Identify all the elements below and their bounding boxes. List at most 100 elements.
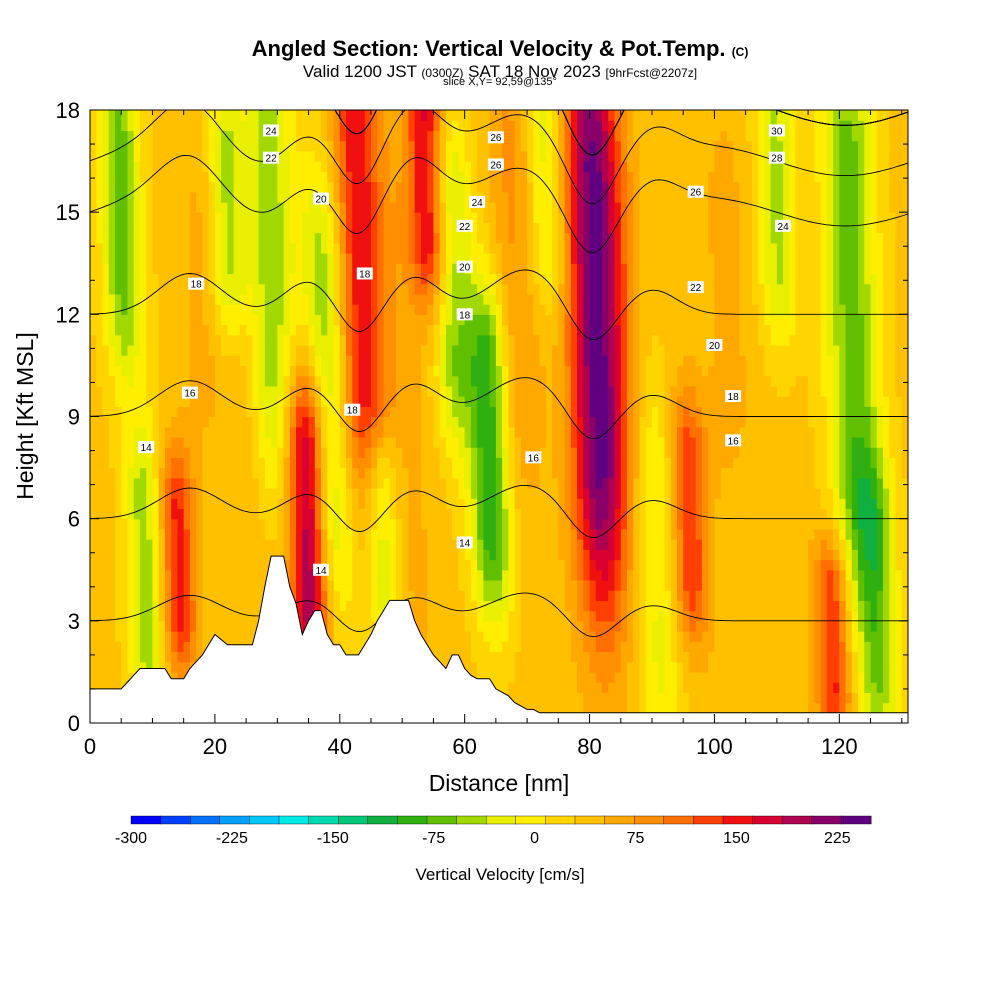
velocity-cell <box>564 600 572 612</box>
velocity-cell <box>171 293 179 305</box>
velocity-cell <box>152 120 160 132</box>
velocity-cell <box>489 661 497 673</box>
velocity-cell <box>439 416 447 428</box>
velocity-cell <box>552 385 559 397</box>
velocity-cell <box>427 528 435 540</box>
velocity-cell <box>196 488 203 499</box>
velocity-cell <box>477 293 484 305</box>
velocity-cell <box>346 273 353 285</box>
velocity-cell <box>583 181 591 193</box>
velocity-cell <box>408 161 416 172</box>
velocity-cell <box>114 212 122 223</box>
velocity-cell <box>177 651 185 663</box>
velocity-cell <box>383 140 391 152</box>
velocity-cell <box>271 365 278 377</box>
velocity-cell <box>283 406 291 418</box>
velocity-cell <box>502 661 509 673</box>
velocity-cell <box>470 110 478 121</box>
velocity-cell <box>427 283 435 295</box>
velocity-cell <box>121 365 129 377</box>
velocity-cell <box>277 457 285 469</box>
velocity-cell <box>502 110 509 121</box>
velocity-cell <box>346 528 353 540</box>
velocity-cell <box>171 569 179 581</box>
velocity-cell <box>595 283 603 295</box>
velocity-cell <box>164 498 172 510</box>
velocity-cell <box>445 150 453 162</box>
velocity-cell <box>564 324 572 336</box>
velocity-cell <box>346 610 353 622</box>
velocity-cell <box>289 130 297 142</box>
velocity-cell <box>383 334 391 346</box>
velocity-cell <box>264 396 272 407</box>
velocity-cell <box>364 283 372 295</box>
velocity-cell <box>108 682 116 693</box>
velocity-cell <box>296 344 303 356</box>
velocity-cell <box>395 130 403 142</box>
velocity-cell <box>302 355 310 367</box>
velocity-cell <box>327 600 335 612</box>
velocity-cell <box>364 140 372 152</box>
velocity-cell <box>258 549 266 561</box>
velocity-cell <box>327 416 335 428</box>
velocity-cell <box>470 344 478 356</box>
velocity-cell <box>558 600 566 612</box>
velocity-cell <box>570 365 578 377</box>
velocity-cell <box>158 559 166 571</box>
velocity-cell <box>602 416 609 428</box>
velocity-cell <box>308 150 316 162</box>
velocity-cell <box>495 457 503 469</box>
velocity-cell <box>221 426 228 438</box>
velocity-cell <box>539 406 547 418</box>
velocity-cell <box>352 396 360 407</box>
velocity-cell <box>489 355 497 367</box>
velocity-cell <box>477 651 484 663</box>
velocity-cell <box>595 396 603 407</box>
velocity-cell <box>495 579 503 591</box>
velocity-cell <box>395 396 403 407</box>
velocity-cell <box>221 375 228 387</box>
velocity-cell <box>252 549 260 561</box>
velocity-cell <box>214 600 222 612</box>
velocity-cell <box>439 488 447 499</box>
velocity-cell <box>308 375 316 387</box>
velocity-cell <box>433 426 441 438</box>
velocity-cell <box>177 355 185 367</box>
velocity-cell <box>545 273 553 285</box>
velocity-cell <box>196 304 203 315</box>
velocity-cell <box>264 447 272 458</box>
velocity-cell <box>252 171 260 183</box>
velocity-cell <box>102 436 110 448</box>
velocity-cell <box>158 436 166 448</box>
velocity-cell <box>439 191 447 203</box>
velocity-cell <box>583 304 591 315</box>
velocity-cell <box>414 181 422 193</box>
velocity-cell <box>483 528 491 540</box>
velocity-cell <box>489 600 497 612</box>
velocity-cell <box>439 334 447 346</box>
velocity-cell <box>208 344 216 356</box>
velocity-cell <box>583 242 591 254</box>
velocity-cell <box>502 416 509 428</box>
velocity-cell <box>533 436 541 448</box>
velocity-cell <box>114 641 122 653</box>
velocity-cell <box>558 488 566 499</box>
velocity-cell <box>246 396 253 407</box>
velocity-cell <box>121 222 129 234</box>
velocity-cell <box>214 579 222 591</box>
velocity-cell <box>139 242 147 254</box>
velocity-cell <box>533 631 541 642</box>
velocity-cell <box>264 293 272 305</box>
velocity-cell <box>414 283 422 295</box>
velocity-cell <box>283 498 291 510</box>
velocity-cell <box>508 610 516 622</box>
velocity-cell <box>277 130 285 142</box>
velocity-cell <box>495 661 503 673</box>
velocity-cell <box>264 508 272 520</box>
velocity-cell <box>408 201 416 213</box>
velocity-cell <box>364 110 372 121</box>
velocity-cell <box>383 436 391 448</box>
velocity-cell <box>495 212 503 223</box>
velocity-cell <box>420 334 428 346</box>
velocity-cell <box>520 222 528 234</box>
